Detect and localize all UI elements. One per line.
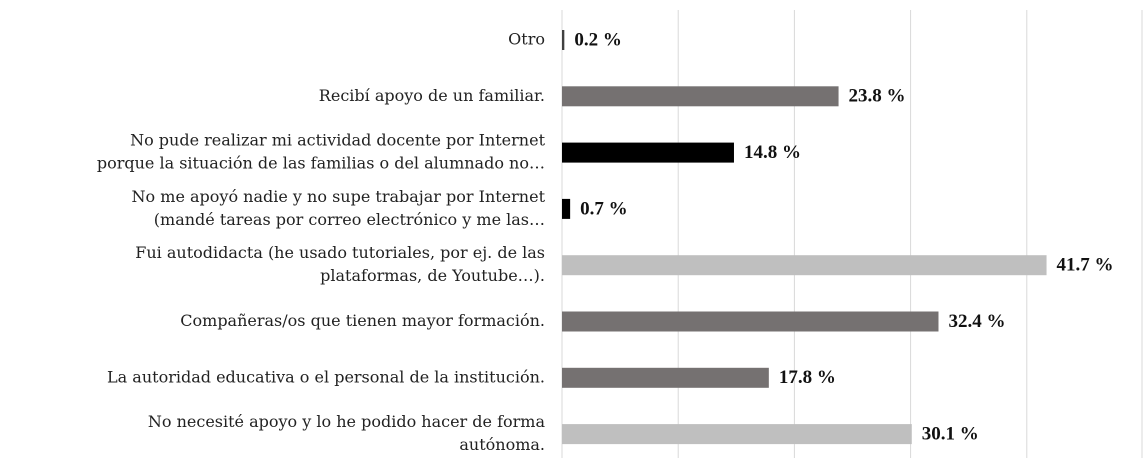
- category-label: Compañeras/os que tienen mayor formación…: [180, 311, 545, 330]
- bar: [562, 367, 769, 388]
- value-label: 23.8 %: [849, 86, 906, 107]
- category-label: (mandé tareas por correo electrónico y m…: [154, 210, 545, 229]
- category-label: No me apoyó nadie y no supe trabajar por…: [132, 187, 546, 206]
- bar: [562, 311, 939, 332]
- value-label: 14.8 %: [744, 142, 801, 163]
- category-label: Fui autodidacta (he usado tutoriales, po…: [135, 243, 545, 262]
- bar: [562, 198, 571, 219]
- bar: [562, 142, 734, 163]
- bar: [562, 255, 1047, 276]
- value-label: 0.7 %: [580, 198, 628, 219]
- category-label: autónoma.: [459, 435, 545, 454]
- category-label: porque la situación de las familias o de…: [97, 154, 545, 173]
- category-label: La autoridad educativa o el personal de …: [107, 367, 545, 386]
- value-label: 41.7 %: [1057, 255, 1114, 276]
- value-label: 30.1 %: [922, 423, 979, 444]
- category-label: Otro: [508, 30, 545, 49]
- category-label: No necesité apoyo y lo he podido hacer d…: [148, 412, 546, 431]
- value-label: 32.4 %: [948, 311, 1005, 332]
- category-label: Recibí apoyo de un familiar.: [319, 86, 545, 105]
- value-label: 0.2 %: [574, 29, 622, 50]
- bar: [562, 424, 912, 445]
- bar: [562, 86, 839, 107]
- category-label: plataformas, de Youtube…).: [320, 266, 545, 285]
- category-label: No pude realizar mi actividad docente po…: [130, 131, 545, 150]
- value-label: 17.8 %: [779, 367, 836, 388]
- bar: [562, 30, 565, 50]
